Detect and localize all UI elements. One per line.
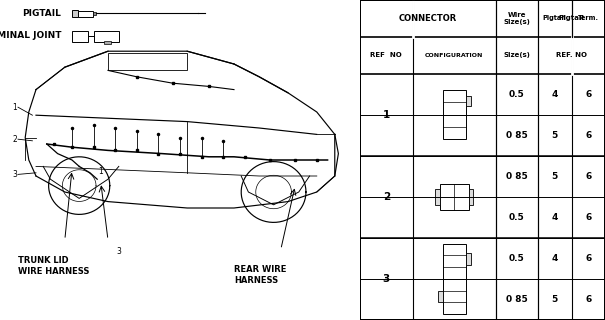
Bar	[469, 189, 474, 205]
Text: 4: 4	[552, 254, 558, 263]
Bar	[72, 31, 88, 42]
Text: Wire
Size(s): Wire Size(s)	[503, 12, 530, 25]
Text: 6: 6	[585, 295, 592, 304]
Bar	[443, 90, 466, 140]
Bar	[466, 96, 471, 106]
Text: 6: 6	[585, 172, 592, 181]
Text: 0 85: 0 85	[506, 172, 528, 181]
Text: 6: 6	[585, 131, 592, 140]
Bar	[103, 41, 111, 44]
Text: Term.: Term.	[578, 15, 599, 21]
Text: REF  NO: REF NO	[370, 52, 402, 58]
Bar	[435, 189, 440, 205]
Text: REAR WIRE
HARNESS: REAR WIRE HARNESS	[234, 265, 286, 285]
Text: 5: 5	[552, 172, 558, 181]
Text: 5: 5	[552, 131, 558, 140]
Text: PIGTAIL: PIGTAIL	[22, 9, 61, 18]
Bar	[93, 12, 96, 15]
Text: TRUNK LID
WIRE HARNESS: TRUNK LID WIRE HARNESS	[18, 256, 90, 276]
Text: 2: 2	[383, 192, 390, 202]
Bar	[72, 10, 79, 17]
Text: 0.5: 0.5	[509, 90, 525, 99]
Text: TERMINAL JOINT: TERMINAL JOINT	[0, 31, 61, 40]
Text: 0.5: 0.5	[509, 254, 525, 263]
Text: 3: 3	[12, 170, 17, 179]
Text: 6: 6	[585, 254, 592, 263]
Bar	[443, 244, 466, 314]
Bar	[438, 291, 443, 302]
Text: 1: 1	[12, 103, 17, 112]
Text: 4: 4	[552, 213, 558, 222]
Text: 1: 1	[99, 167, 103, 176]
Text: Pigtail: Pigtail	[558, 15, 584, 21]
Text: 4: 4	[552, 90, 558, 99]
Text: 2: 2	[12, 135, 17, 144]
Text: REF. NO: REF. NO	[556, 52, 587, 58]
Text: Size(s): Size(s)	[503, 52, 530, 58]
Bar	[440, 184, 469, 210]
Text: 3: 3	[116, 247, 121, 256]
Text: 3: 3	[383, 274, 390, 284]
Text: 6: 6	[585, 213, 592, 222]
Text: 0 85: 0 85	[506, 131, 528, 140]
Text: 5: 5	[552, 295, 558, 304]
Bar	[79, 11, 93, 17]
Text: 6: 6	[585, 90, 592, 99]
Bar	[94, 31, 119, 42]
Text: CONFIGURATION: CONFIGURATION	[425, 53, 483, 58]
Text: Pigtail: Pigtail	[543, 15, 567, 21]
Bar	[466, 253, 471, 265]
Text: CONNECTOR: CONNECTOR	[399, 14, 457, 23]
Text: 0 85: 0 85	[506, 295, 528, 304]
Bar	[108, 53, 187, 70]
Text: 1: 1	[383, 110, 390, 120]
Text: 0.5: 0.5	[509, 213, 525, 222]
